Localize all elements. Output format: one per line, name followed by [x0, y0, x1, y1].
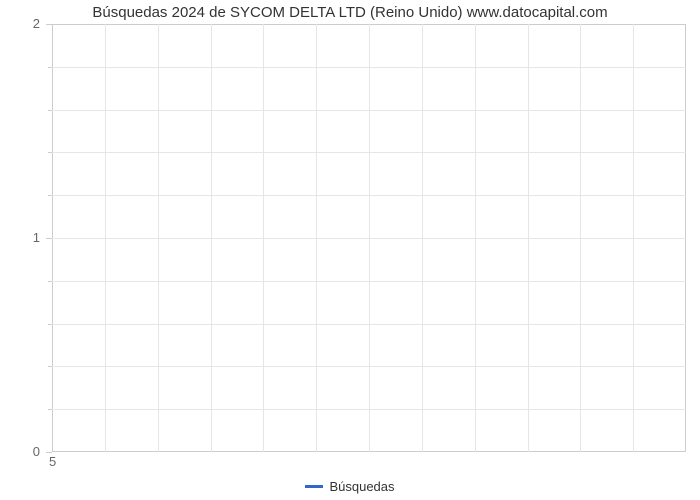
legend-swatch-busquedas — [305, 485, 323, 488]
legend-label-busquedas: Búsquedas — [329, 479, 394, 494]
chart-plot-area — [52, 24, 686, 452]
y-tick-label: 0 — [33, 444, 40, 459]
chart-legend: Búsquedas — [0, 478, 700, 494]
x-tick-label: 5 — [49, 454, 56, 469]
y-tick-label: 1 — [33, 230, 40, 245]
chart-title: Búsquedas 2024 de SYCOM DELTA LTD (Reino… — [0, 4, 700, 21]
y-tick-label: 2 — [33, 16, 40, 31]
